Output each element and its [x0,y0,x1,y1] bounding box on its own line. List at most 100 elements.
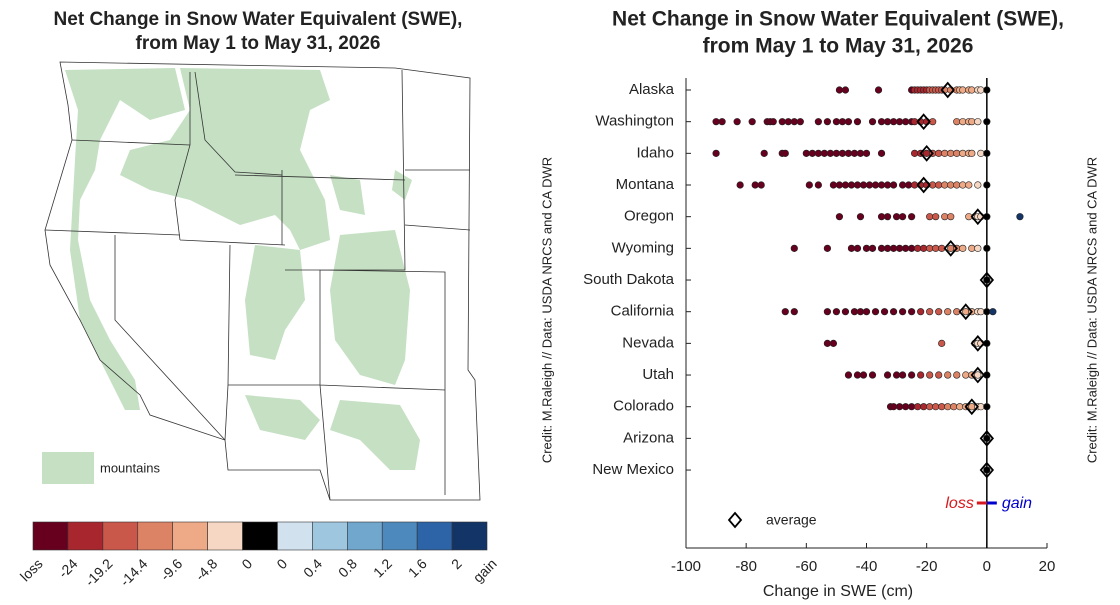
colorbar-label: -9.6 [157,555,186,584]
colorbar-label: -19.2 [82,555,116,589]
station [962,371,970,379]
station [805,181,813,189]
station [712,118,720,126]
average [943,239,958,257]
station [814,181,822,189]
station [769,118,777,126]
station [977,308,985,316]
station [868,371,877,379]
station [908,403,916,411]
average [964,398,979,416]
station [1016,213,1024,221]
station [877,181,886,189]
station [983,181,991,189]
station [760,149,768,157]
mountains-legend-label: mountains [100,460,160,475]
station [862,244,871,252]
station [983,466,991,474]
station [941,213,949,221]
station [944,371,952,379]
station [814,118,822,126]
station [736,181,744,189]
station [841,181,850,189]
x-tick-label: -80 [735,558,757,575]
station [953,371,961,379]
station [841,86,850,94]
station [895,118,904,126]
station [983,118,991,126]
y-tick-label: South Dakota [583,271,675,288]
station [947,181,955,189]
station [926,371,934,379]
legend-label: average [766,512,817,528]
station [926,403,934,411]
station [941,149,949,157]
states [44,61,481,501]
station [853,371,862,379]
station [959,244,967,252]
station [778,118,786,126]
loss-label: loss [945,495,973,512]
station [914,244,922,252]
colorbar-label: 0.8 [335,555,360,580]
station [823,308,831,316]
x-tick-label: 0 [983,558,991,575]
station [914,403,922,411]
station [920,244,928,252]
station [968,244,976,252]
station [947,244,955,252]
x-tick-label: 20 [1039,558,1056,575]
station [983,149,991,157]
station [911,149,919,157]
station [784,118,792,126]
station [877,149,886,157]
station [959,149,967,157]
station [877,118,886,126]
station [908,371,916,379]
mountains [330,230,410,385]
station [892,371,901,379]
station [832,118,841,126]
station [977,86,985,94]
colorbar-box [67,521,104,551]
station [874,86,883,94]
station [889,244,898,252]
station [826,149,835,157]
station [932,213,940,221]
station [712,149,720,157]
station [820,149,828,157]
station [862,149,871,157]
station [847,244,856,252]
average [916,176,931,194]
station [947,213,955,221]
station [856,308,865,316]
station [968,86,976,94]
station [859,181,868,189]
station [850,308,859,316]
colorbar-label: -4.8 [192,555,221,584]
colorbar-box [242,521,278,551]
station [968,149,976,157]
station [938,403,946,411]
y-tick-label: Nevada [622,334,674,351]
y-tick-label: Montana [616,176,675,193]
station [983,308,991,316]
station [959,86,967,94]
station [965,181,973,189]
station [983,434,991,442]
y-tick-label: Arizona [623,429,675,446]
station [902,244,910,252]
x-tick-label: -20 [916,558,938,575]
station [790,308,798,316]
station [895,244,904,252]
states [44,69,471,501]
station [844,371,853,379]
colorbar-label: 0 [273,555,290,572]
station [856,213,865,221]
station [959,118,967,126]
station [968,403,976,411]
x-tick-label: -60 [795,558,817,575]
station [917,308,925,316]
station [935,181,943,189]
